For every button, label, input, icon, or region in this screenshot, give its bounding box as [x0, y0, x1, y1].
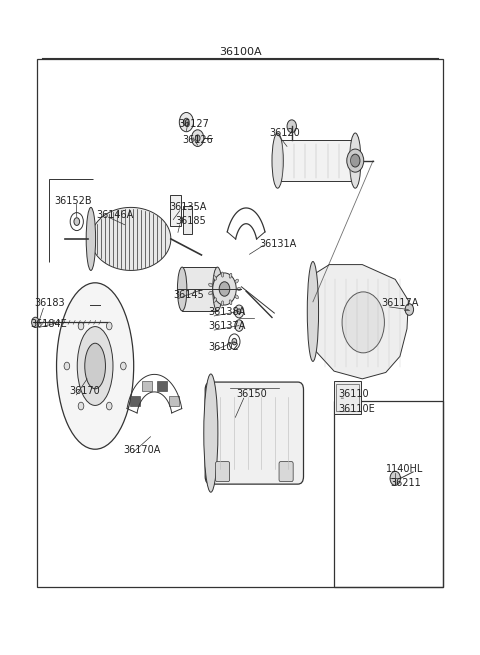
Ellipse shape	[209, 283, 212, 287]
Ellipse shape	[107, 322, 112, 330]
Ellipse shape	[219, 282, 230, 296]
Ellipse shape	[57, 283, 134, 449]
Ellipse shape	[349, 133, 361, 188]
FancyBboxPatch shape	[279, 462, 293, 481]
Ellipse shape	[77, 327, 113, 405]
Text: 1140HL: 1140HL	[386, 464, 423, 474]
Ellipse shape	[180, 113, 193, 132]
Ellipse shape	[347, 149, 364, 172]
Ellipse shape	[235, 295, 239, 299]
Text: 36211: 36211	[391, 478, 421, 488]
Ellipse shape	[214, 276, 216, 280]
Text: 36102: 36102	[208, 342, 239, 352]
Bar	[170, 195, 181, 226]
Ellipse shape	[213, 267, 222, 311]
Text: 36110E: 36110E	[339, 403, 375, 413]
Ellipse shape	[178, 267, 187, 311]
Ellipse shape	[307, 261, 319, 362]
Ellipse shape	[237, 288, 241, 291]
Ellipse shape	[78, 322, 84, 330]
Polygon shape	[130, 396, 140, 406]
Ellipse shape	[214, 298, 216, 302]
Text: 36138A: 36138A	[208, 307, 245, 317]
Ellipse shape	[192, 130, 204, 147]
Text: 36100A: 36100A	[219, 47, 261, 56]
Ellipse shape	[235, 320, 243, 331]
Text: 36146A: 36146A	[96, 210, 134, 219]
Text: 36135A: 36135A	[169, 202, 207, 212]
Bar	[182, 206, 192, 234]
Bar	[277, 140, 355, 181]
Text: 36126: 36126	[182, 135, 214, 145]
Ellipse shape	[287, 120, 297, 133]
Ellipse shape	[120, 362, 126, 370]
Polygon shape	[157, 381, 167, 391]
Text: 36131A: 36131A	[259, 239, 296, 249]
Ellipse shape	[232, 339, 237, 345]
Ellipse shape	[405, 304, 414, 315]
Ellipse shape	[107, 402, 112, 410]
Bar	[334, 402, 443, 588]
Ellipse shape	[237, 309, 241, 314]
Bar	[334, 381, 361, 414]
Bar	[182, 267, 217, 311]
Ellipse shape	[183, 119, 189, 126]
Ellipse shape	[221, 272, 224, 277]
Text: 36120: 36120	[269, 128, 300, 138]
Ellipse shape	[204, 374, 218, 492]
Bar	[37, 59, 443, 588]
Text: 36184E: 36184E	[31, 319, 67, 329]
Text: 36110: 36110	[339, 389, 370, 400]
Bar	[336, 384, 359, 411]
Ellipse shape	[213, 273, 236, 305]
Ellipse shape	[209, 291, 212, 295]
Ellipse shape	[234, 305, 244, 318]
Text: 36183: 36183	[35, 298, 65, 309]
Ellipse shape	[85, 343, 106, 389]
Polygon shape	[168, 396, 179, 406]
Text: 36170: 36170	[70, 386, 100, 396]
Ellipse shape	[64, 362, 70, 370]
Polygon shape	[313, 265, 408, 379]
Ellipse shape	[350, 154, 360, 167]
FancyBboxPatch shape	[205, 382, 303, 484]
Ellipse shape	[235, 279, 239, 283]
Text: 36145: 36145	[173, 290, 204, 300]
Ellipse shape	[229, 273, 232, 278]
Text: 36150: 36150	[236, 389, 267, 400]
Ellipse shape	[221, 301, 224, 306]
Text: 36170A: 36170A	[124, 445, 161, 455]
Text: 36152B: 36152B	[54, 196, 92, 206]
Text: 36185: 36185	[176, 216, 206, 226]
Text: 36117A: 36117A	[381, 298, 419, 309]
Ellipse shape	[390, 472, 400, 485]
Text: 36137A: 36137A	[208, 322, 245, 331]
Text: 36127: 36127	[178, 119, 209, 128]
Polygon shape	[91, 208, 171, 271]
Ellipse shape	[195, 135, 200, 141]
FancyBboxPatch shape	[216, 462, 229, 481]
Ellipse shape	[272, 133, 283, 188]
Polygon shape	[142, 381, 152, 391]
Ellipse shape	[86, 208, 96, 271]
Ellipse shape	[342, 292, 384, 353]
Ellipse shape	[78, 402, 84, 410]
Ellipse shape	[74, 217, 80, 225]
Ellipse shape	[32, 317, 39, 328]
Ellipse shape	[229, 300, 232, 305]
